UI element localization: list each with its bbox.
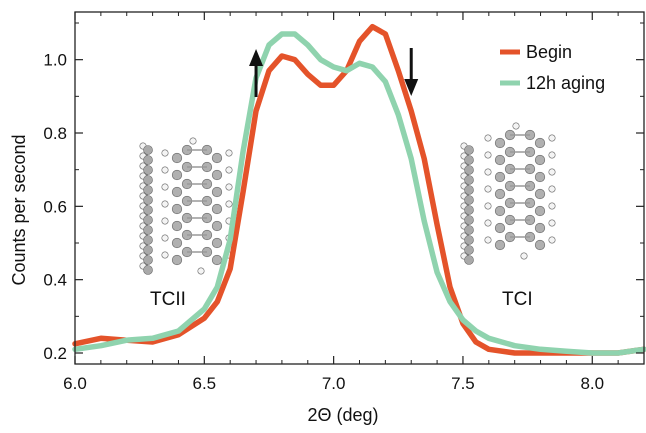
x-tick-label: 6.0 xyxy=(63,374,87,393)
annotation-tci: TCI xyxy=(502,289,533,310)
y-tick-label: 0.8 xyxy=(43,124,67,143)
y-tick-label: 0.2 xyxy=(43,344,67,363)
tci-molecule xyxy=(460,122,556,265)
y-tick-label: 0.4 xyxy=(43,271,67,290)
legend: Begin 12h aging xyxy=(500,42,605,93)
series-line-begin xyxy=(72,23,646,356)
y-tick-label: 1.0 xyxy=(43,51,67,70)
x-axis-label: 2Θ (deg) xyxy=(307,405,378,425)
series-layer xyxy=(72,23,646,356)
y-axis-label: Counts per second xyxy=(9,134,29,285)
arrow-layer xyxy=(249,48,419,97)
arrow-down xyxy=(404,48,419,96)
y-tick-label: 0.6 xyxy=(43,197,67,216)
x-tick-label: 8.0 xyxy=(580,374,604,393)
legend-label-aging: 12h aging xyxy=(526,73,605,93)
x-tick-label: 7.5 xyxy=(451,374,475,393)
legend-label-begin: Begin xyxy=(526,42,572,62)
series-line-aging xyxy=(72,31,646,356)
ticks-layer: 6.0 6.5 7.0 7.5 8.0 0.2 0.4 0.6 0.8 1.0 xyxy=(43,12,645,393)
molecule-illustrations xyxy=(139,122,556,275)
annotation-tcii: TCII xyxy=(150,289,186,310)
arrow-up xyxy=(249,49,264,97)
x-tick-label: 6.5 xyxy=(192,374,216,393)
x-tick-label: 7.0 xyxy=(322,374,346,393)
tcii-molecule xyxy=(139,137,233,275)
